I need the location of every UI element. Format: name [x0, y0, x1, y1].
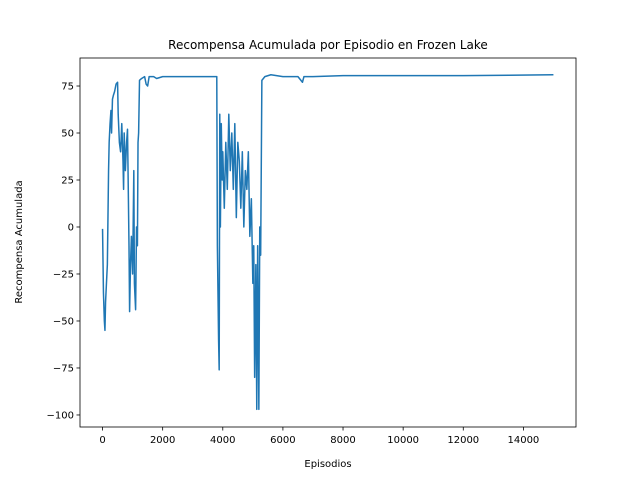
y-tick-label: −25	[53, 269, 74, 280]
x-axis-label: Episodios	[304, 459, 351, 470]
y-tick-label: −100	[47, 410, 74, 421]
plot-frame	[79, 57, 577, 428]
y-tick-label: 0	[68, 222, 74, 233]
y-tick-label: 50	[61, 129, 74, 140]
x-tick-label: 4000	[210, 435, 235, 446]
x-tick-label: 2000	[150, 435, 175, 446]
x-tick-label: 14000	[507, 435, 539, 446]
y-tick-label: 25	[61, 175, 74, 186]
chart-title: Recompensa Acumulada por Episodio en Fro…	[168, 38, 488, 52]
y-tick-label: 75	[61, 82, 74, 93]
data-line	[101, 73, 554, 411]
x-tick-label: 8000	[330, 435, 355, 446]
x-tick-label: 12000	[447, 435, 479, 446]
y-tick-label: −75	[53, 363, 74, 374]
x-tick-label: 6000	[270, 435, 295, 446]
y-tick-label: −50	[53, 316, 74, 327]
x-tick-label: 10000	[387, 435, 419, 446]
x-tick-label: 0	[99, 435, 105, 446]
y-axis-label: Recompensa Acumulada	[14, 180, 25, 303]
